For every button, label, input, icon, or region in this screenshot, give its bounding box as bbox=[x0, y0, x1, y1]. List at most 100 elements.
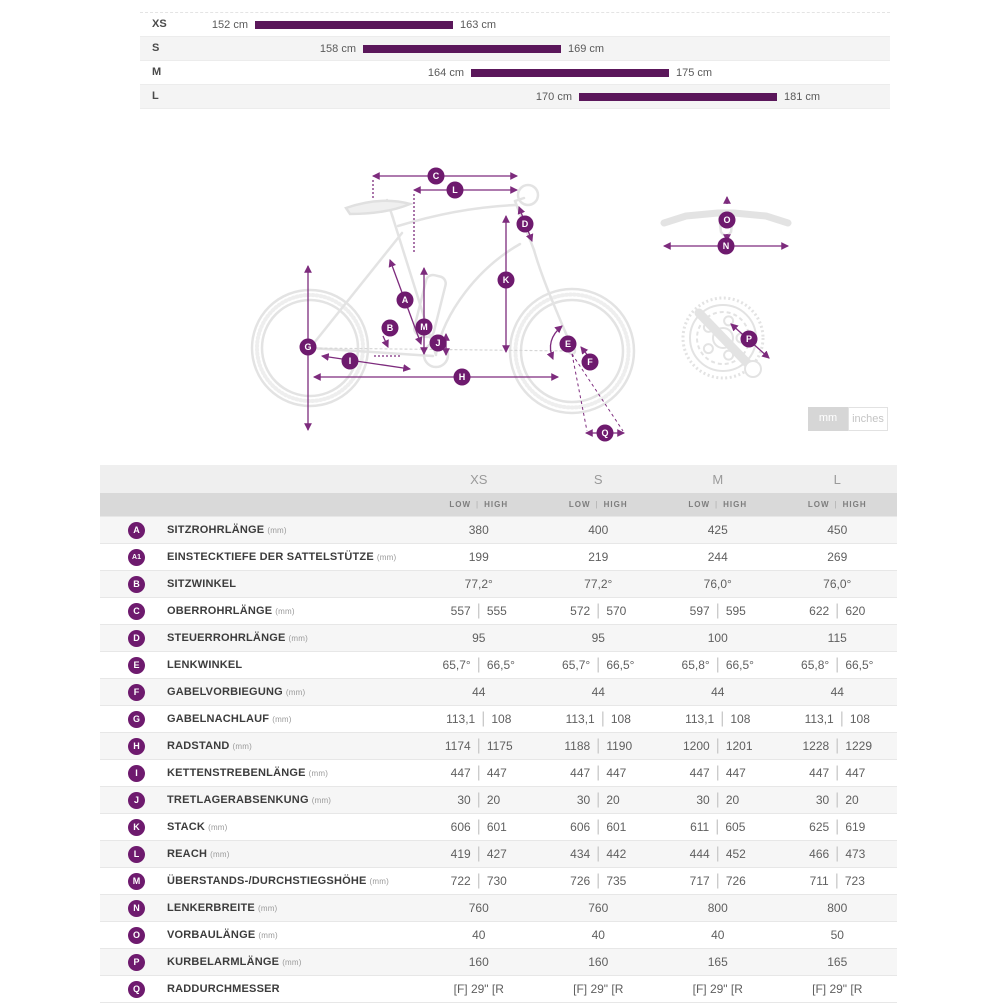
lowhigh-header: LOW | HIGH bbox=[449, 500, 509, 509]
units-mm-button[interactable]: mm bbox=[808, 407, 848, 431]
value-separator: | bbox=[835, 845, 840, 862]
geometry-value: 1174 bbox=[444, 739, 471, 753]
geometry-value: 160 bbox=[588, 955, 609, 969]
value-separator: | bbox=[715, 764, 720, 781]
svg-text:D: D bbox=[522, 219, 529, 229]
geometry-value: 76,0° bbox=[703, 577, 732, 591]
diagram-label-p: P bbox=[740, 330, 758, 348]
row-label: RADSTAND (mm) bbox=[167, 740, 252, 752]
geometry-value: 450 bbox=[827, 523, 848, 537]
value-separator: | bbox=[835, 656, 840, 673]
geometry-value-cell: 800 bbox=[658, 899, 778, 917]
geometry-value: 1228 bbox=[802, 739, 830, 753]
value-separator: | bbox=[596, 845, 601, 862]
geometry-value: 113,1 bbox=[685, 712, 715, 726]
geometry-value-cell: [F] 29" [R bbox=[539, 980, 659, 998]
svg-text:J: J bbox=[435, 338, 440, 348]
table-row: O VORBAULÄNGE (mm) 40 40 40 50 bbox=[100, 921, 897, 948]
geometry-value: 20 bbox=[845, 793, 859, 807]
geometry-value: 760 bbox=[468, 901, 489, 915]
lowhigh-header: LOW | HIGH bbox=[568, 500, 628, 509]
svg-text:M: M bbox=[420, 322, 428, 332]
geometry-value-cell: 380 bbox=[419, 521, 539, 539]
value-separator: | bbox=[835, 791, 840, 808]
diagram-label-b: B bbox=[381, 319, 399, 337]
geometry-value-cell: 219 bbox=[539, 548, 659, 566]
geometry-value: 113,1 bbox=[446, 712, 476, 726]
geometry-value: 65,8° bbox=[681, 658, 710, 672]
value-separator: | bbox=[476, 872, 481, 889]
value-separator: | bbox=[600, 710, 605, 727]
geometry-value: 570 bbox=[606, 604, 627, 618]
geometry-value: 76,0° bbox=[823, 577, 852, 591]
geometry-value-cell: 1174 | 1175 bbox=[419, 737, 539, 755]
value-separator: | bbox=[834, 872, 839, 889]
row-letter-badge: C bbox=[128, 602, 145, 620]
geometry-value-cell: 611 | 605 bbox=[658, 818, 778, 836]
row-letter-badge: A bbox=[128, 521, 145, 539]
geometry-value-cell: 30 | 20 bbox=[778, 791, 898, 809]
geometry-value-cell: [F] 29" [R bbox=[778, 980, 898, 998]
size-label: XS bbox=[152, 18, 167, 30]
row-unit: (mm) bbox=[275, 607, 295, 616]
units-inches-button[interactable]: inches bbox=[848, 407, 888, 431]
geometry-value: 595 bbox=[725, 604, 746, 618]
row-letter-badge: H bbox=[128, 737, 145, 755]
value-separator: | bbox=[835, 764, 840, 781]
diagram-labels: C L D K A B M J G I H E F Q O N P bbox=[299, 167, 758, 442]
geometry-value-cell: 244 bbox=[658, 548, 778, 566]
value-separator: | bbox=[476, 845, 481, 862]
value-separator: | bbox=[715, 872, 720, 889]
geometry-value-cell: [F] 29" [R bbox=[419, 980, 539, 998]
height-range-bar: 152 cm 163 cm bbox=[212, 19, 496, 31]
geometry-value: 1190 bbox=[606, 739, 633, 753]
geometry-value: [F] 29" [R bbox=[453, 982, 504, 996]
value-separator: | bbox=[596, 602, 601, 619]
geometry-value: 760 bbox=[588, 901, 609, 915]
geometry-value: 160 bbox=[468, 955, 489, 969]
geometry-value-cell: 77,2° bbox=[419, 575, 539, 593]
table-row: M ÜBERSTANDS-/DURCHSTIEGSHÖHE (mm) 722 | 730 7… bbox=[100, 867, 897, 894]
geometry-value: 711 bbox=[809, 874, 829, 888]
table-row: J TRETLAGERABSENKUNG (mm) 30 | 20 30 | 20 30 | 20 30… bbox=[100, 786, 897, 813]
geometry-value: 730 bbox=[486, 874, 507, 888]
value-separator: | bbox=[476, 737, 481, 754]
row-unit: (mm) bbox=[208, 823, 228, 832]
geometry-diagram: C L D K A B M J G I H E F Q O N P bbox=[240, 140, 800, 450]
geometry-value-cell: 400 bbox=[539, 521, 659, 539]
row-label: TRETLAGERABSENKUNG (mm) bbox=[167, 794, 332, 806]
geometry-value-cell: 160 bbox=[419, 953, 539, 971]
row-label: KETTENSTREBENLÄNGE (mm) bbox=[167, 767, 329, 779]
size-label: L bbox=[152, 90, 159, 102]
geometry-value: 108 bbox=[491, 712, 512, 726]
table-row: N LENKERBREITE (mm) 760 760 800 800 bbox=[100, 894, 897, 921]
table-row: F GABELVORBIEGUNG (mm) 44 44 44 44 bbox=[100, 678, 897, 705]
geometry-value: 44 bbox=[830, 685, 844, 699]
value-separator: | bbox=[839, 710, 844, 727]
value-separator: | bbox=[715, 737, 720, 754]
geometry-value-cell: 40 bbox=[539, 926, 659, 944]
table-lowhigh-header-row: LOW | HIGH LOW | HIGH LOW | HIGH LOW | HIGH bbox=[100, 493, 897, 516]
value-separator: | bbox=[835, 737, 840, 754]
geometry-value-cell: 100 bbox=[658, 629, 778, 647]
geometry-value: 44 bbox=[591, 685, 605, 699]
geometry-value-cell: 30 | 20 bbox=[658, 791, 778, 809]
row-unit: (mm) bbox=[282, 958, 302, 967]
value-separator: | bbox=[481, 710, 486, 727]
geometry-value: 611 bbox=[690, 820, 710, 834]
row-unit: (mm) bbox=[369, 877, 390, 886]
diagram-label-e: E bbox=[559, 335, 577, 353]
row-letter-badge: E bbox=[128, 656, 145, 674]
svg-text:I: I bbox=[349, 356, 352, 366]
row-label: KURBELARMLÄNGE (mm) bbox=[167, 956, 302, 968]
svg-text:B: B bbox=[387, 323, 394, 333]
geometry-value: 1188 bbox=[564, 739, 591, 753]
geometry-value: 726 bbox=[725, 874, 746, 888]
geometry-value-cell: 65,7° | 66,5° bbox=[419, 656, 539, 674]
geometry-value-cell: 450 bbox=[778, 521, 898, 539]
table-row: B SITZWINKEL 77,2° 77,2° 76,0° 76,0° bbox=[100, 570, 897, 597]
min-height-label: 152 cm bbox=[211, 19, 248, 31]
value-separator: | bbox=[476, 602, 481, 619]
geometry-value: 165 bbox=[707, 955, 728, 969]
geometry-value: 113,1 bbox=[804, 712, 834, 726]
